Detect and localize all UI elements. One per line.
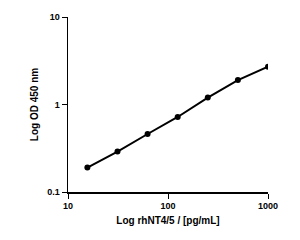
svg-text:10: 10 <box>50 12 60 22</box>
svg-text:1: 1 <box>55 100 60 110</box>
svg-text:10: 10 <box>63 201 73 211</box>
svg-text:Log OD 450 nm: Log OD 450 nm <box>29 68 40 141</box>
svg-text:0.1: 0.1 <box>47 187 60 197</box>
svg-text:1000: 1000 <box>258 201 278 211</box>
svg-text:Log rhNT4/5 / [pg/mL]: Log rhNT4/5 / [pg/mL] <box>116 215 219 226</box>
svg-text:100: 100 <box>160 201 175 211</box>
